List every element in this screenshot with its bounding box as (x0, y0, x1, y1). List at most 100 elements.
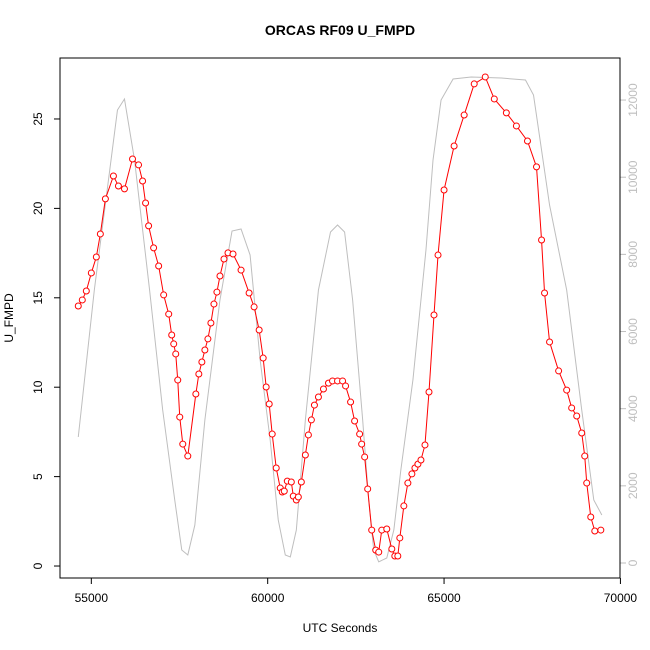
y-tick-label: 0 (31, 562, 45, 569)
data-point (297, 478, 305, 486)
data-point (583, 479, 591, 487)
y-tick-label: 5 (31, 473, 45, 480)
data-point (307, 416, 315, 424)
data-point (310, 401, 318, 409)
y2-tick-label: 12000 (626, 83, 640, 117)
data-point (450, 142, 458, 150)
data-point (272, 464, 280, 472)
plot-area: 55000 60000 65000 70000 0 5 10 15 20 25 0 2000 4000 6… (31, 73, 640, 605)
data-point (339, 377, 347, 385)
data-point (430, 311, 438, 319)
data-point (176, 413, 184, 421)
y2-tick-label: 0 (626, 559, 640, 566)
data-point (201, 346, 209, 354)
data-point (578, 429, 586, 437)
data-point (351, 417, 359, 425)
data-point (198, 358, 206, 366)
data-point (184, 452, 192, 460)
x-tick-label: 65000 (427, 591, 461, 605)
data-point (220, 255, 228, 263)
data-point (440, 186, 448, 194)
data-point (434, 251, 442, 259)
x-axis-label: UTC Seconds (303, 621, 378, 635)
data-point (490, 95, 498, 103)
chart-title: ORCAS RF09 U_FMPD (265, 22, 415, 38)
data-point (92, 253, 100, 261)
data-point (294, 493, 302, 501)
data-point (375, 548, 383, 556)
data-point (342, 382, 350, 390)
data-point (170, 340, 178, 348)
y2-tick-label: 2000 (626, 472, 640, 499)
data-point (368, 526, 376, 534)
data-point (396, 534, 404, 542)
data-point (364, 485, 372, 493)
data-point (160, 291, 168, 299)
data-point (259, 354, 267, 362)
data-point (502, 109, 510, 117)
data-point (168, 331, 176, 339)
data-point (216, 272, 224, 280)
data-point (470, 80, 478, 88)
data-point (404, 479, 412, 487)
data-point (301, 451, 309, 459)
x-tick-label: 70000 (604, 591, 638, 605)
data-point (417, 456, 425, 464)
data-point (155, 262, 163, 270)
y2-tick-label: 10000 (626, 160, 640, 194)
data-point (523, 137, 531, 145)
x-tick-label: 60000 (251, 591, 285, 605)
data-point (356, 430, 364, 438)
y2-tick-label: 8000 (626, 241, 640, 268)
data-point (347, 398, 355, 406)
data-point (546, 338, 554, 346)
data-point (150, 244, 158, 252)
data-point (78, 296, 86, 304)
data-point (268, 430, 276, 438)
data-point (358, 440, 366, 448)
data-point (400, 502, 408, 510)
plot-frame (59, 57, 621, 579)
data-point (280, 487, 288, 495)
data-point (408, 470, 416, 478)
data-point (114, 182, 122, 190)
data-point (237, 266, 245, 274)
data-point (207, 319, 215, 327)
y-axis-label: U_FMPD (2, 293, 16, 343)
data-point (421, 441, 429, 449)
y2-tick-label: 6000 (626, 318, 640, 345)
data-point (145, 222, 153, 230)
data-point (74, 302, 82, 310)
data-point (581, 452, 589, 460)
y-tick-label: 10 (31, 380, 45, 394)
y-tick-label: 25 (31, 112, 45, 126)
data-point (541, 289, 549, 297)
data-point (587, 513, 595, 521)
data-point (555, 367, 563, 375)
data-point (481, 73, 489, 81)
data-point (304, 431, 312, 439)
data-point (425, 388, 433, 396)
data-point (265, 400, 273, 408)
data-point (165, 310, 173, 318)
data-point (512, 122, 520, 130)
data-point (210, 300, 218, 308)
data-point (573, 412, 581, 420)
data-point (204, 335, 212, 343)
data-point (179, 440, 187, 448)
y-tick-label: 15 (31, 291, 45, 305)
x-tick-label: 55000 (75, 591, 109, 605)
data-point (563, 386, 571, 394)
data-point (262, 383, 270, 391)
data-point (109, 172, 117, 180)
data-point (597, 526, 605, 534)
data-point (135, 161, 143, 169)
y2-tick-label: 4000 (626, 395, 640, 422)
data-point (129, 155, 137, 163)
data-point (319, 385, 327, 393)
data-point (255, 326, 263, 334)
data-point (287, 478, 295, 486)
data-point (383, 525, 391, 533)
data-point (192, 390, 200, 398)
